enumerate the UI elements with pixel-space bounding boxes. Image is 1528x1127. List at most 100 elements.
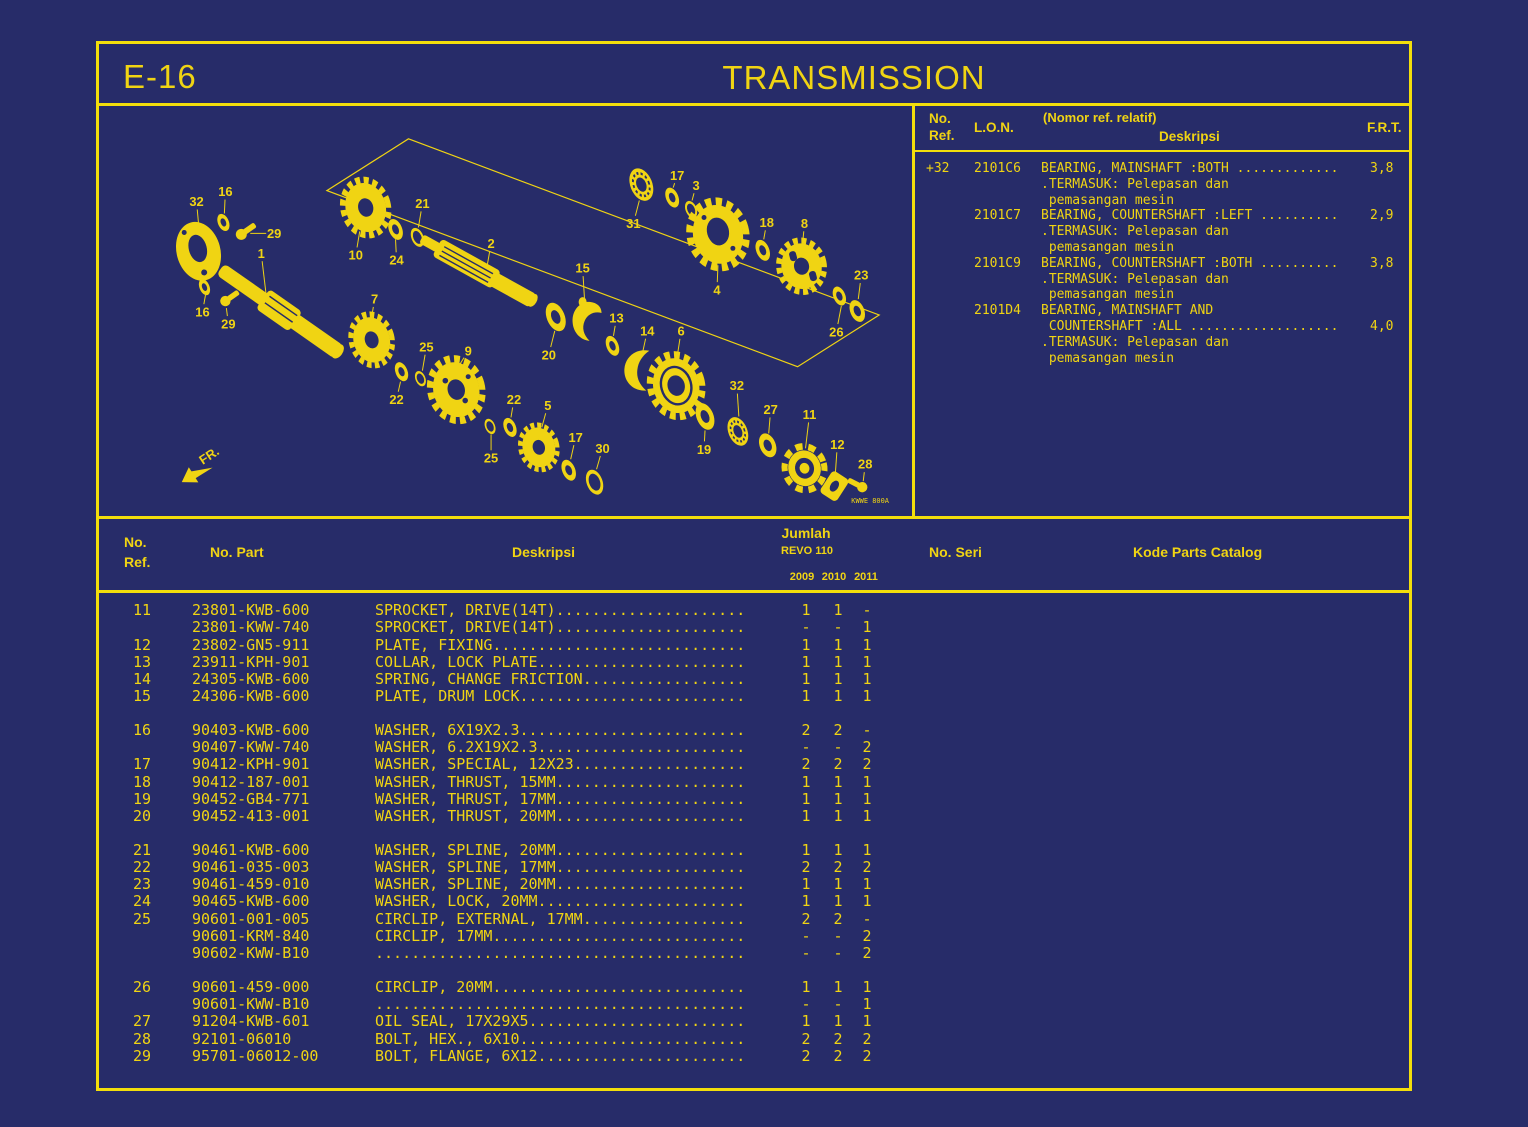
label-leader-line xyxy=(203,294,206,305)
washer-23 xyxy=(846,297,869,325)
bearing-32 xyxy=(722,412,754,450)
page-title: TRANSMISSION xyxy=(722,59,986,96)
lon-line: .TERMASUK: Pelepasan dan xyxy=(1041,176,1229,192)
gear-5 xyxy=(515,421,562,474)
fr-arrow xyxy=(181,467,213,483)
diagram-label: 11 xyxy=(803,407,817,422)
bolt-28 xyxy=(845,475,870,495)
lon-line: +32 2101C6 BEARING, MAINSHAFT :BOTH ......… xyxy=(926,161,1394,176)
diagram-label: 29 xyxy=(221,316,235,331)
washer-13 xyxy=(603,333,622,358)
washer-18 xyxy=(752,237,773,263)
label-leader-line xyxy=(596,455,601,470)
diagram-label: 27 xyxy=(764,402,778,417)
parts-header-part: No. Part xyxy=(210,544,264,560)
diagram-label: 8 xyxy=(801,216,808,231)
diagram-label: 32 xyxy=(730,378,744,393)
table-row: 13 23911-KPH-901 COLLAR, LOCK PLATE.......… xyxy=(133,652,872,671)
diagram-label: 17 xyxy=(670,168,684,183)
diagram-label: 32 xyxy=(189,194,203,209)
diagram-label: 13 xyxy=(609,310,623,325)
sprocket-11 xyxy=(780,442,830,495)
label-leader-line xyxy=(837,305,842,325)
parts-header-year-2009: 2009 xyxy=(789,571,815,583)
label-leader-line xyxy=(716,265,719,283)
diagram-label: 17 xyxy=(568,430,582,445)
diagram-label: 25 xyxy=(419,339,433,354)
label-leader-line xyxy=(225,307,228,317)
label-leader-line xyxy=(857,283,861,300)
table-row: 18 90412-187-001 WASHER, THRUST, 15MM.....… xyxy=(133,772,872,791)
gear-10 xyxy=(337,175,395,241)
diagram-label: 5 xyxy=(544,398,551,413)
table-row: 25 90601-001-005 CIRCLIP, EXTERNAL, 17MM..… xyxy=(133,909,872,928)
parts-header-year-2010: 2010 xyxy=(821,571,847,583)
washer-22 xyxy=(392,360,411,384)
diagram-label: 22 xyxy=(507,392,521,407)
table-row: 90602-KWW-B10...........................… xyxy=(192,944,872,963)
diagram-label: 12 xyxy=(830,437,844,452)
diagram-label: 29 xyxy=(267,226,281,241)
page-code: E-16 xyxy=(123,58,197,95)
bolt-29 xyxy=(218,287,242,309)
label-leader-line xyxy=(356,231,361,248)
oil-seal-27 xyxy=(755,430,780,460)
washer-20 xyxy=(541,299,570,335)
label-leader-line xyxy=(862,472,865,482)
table-row: 23801-KWW-740 SPROCKET, DRIVE(14T).......… xyxy=(192,618,872,637)
lon-line: pemasangan mesin xyxy=(1041,192,1175,208)
diagram-label: 25 xyxy=(484,451,498,466)
table-row: 26 90601-459-000 CIRCLIP, 20MM............… xyxy=(133,977,872,996)
label-leader-line xyxy=(834,452,838,474)
lon-line: 2101D4 BEARING, MAINSHAFT AND xyxy=(974,303,1214,319)
lon-line: 2101C7 BEARING, COUNTERSHAFT :LEFT ......… xyxy=(974,208,1394,224)
diagram-label: 31 xyxy=(626,216,640,231)
lon-header-divider xyxy=(915,150,1409,152)
bearing-31 xyxy=(623,163,660,206)
label-leader-line xyxy=(417,211,422,228)
table-row: 14 24305-KWB-600 SPRING, CHANGE FRICTION..… xyxy=(133,670,872,689)
table-row: 12 23802-GN5-911 PLATE, FIXING............… xyxy=(133,635,872,654)
diagram-label: 22 xyxy=(389,392,403,407)
title-divider xyxy=(99,103,1409,106)
washer-17 xyxy=(558,457,579,483)
diagram-label: 1 xyxy=(258,246,265,261)
label-leader-line xyxy=(261,261,267,296)
table-top-divider xyxy=(99,516,1409,519)
diagram-label: 18 xyxy=(760,215,774,230)
diagram-label: 7 xyxy=(371,292,378,307)
fixing-plate-12 xyxy=(820,471,849,501)
circlip-25 xyxy=(412,369,429,388)
table-row: 23 90461-459-010 WASHER, SPLINE, 20MM.....… xyxy=(133,875,872,894)
parts-header-seri: No. Seri xyxy=(929,544,982,560)
table-row: 28 92101-06010 BOLT, HEX., 6X10...........… xyxy=(133,1029,872,1048)
label-leader-line xyxy=(223,199,226,214)
label-leader-line xyxy=(634,200,640,216)
diagram-label: 10 xyxy=(349,248,363,263)
label-leader-line xyxy=(510,407,514,418)
diagram-label: 20 xyxy=(542,347,556,362)
lon-header-desc2: Deskripsi xyxy=(1159,129,1220,144)
lon-line: pemasangan mesin xyxy=(1041,239,1175,255)
label-leader-line xyxy=(691,193,695,201)
table-row: 16 90403-KWB-600 WASHER, 6X19X2.3.........… xyxy=(133,720,872,739)
diagram-label: 2 xyxy=(487,236,494,251)
washer-26 xyxy=(830,284,849,308)
diagram-label: 4 xyxy=(713,283,721,298)
label-leader-line xyxy=(805,422,810,449)
lon-line: pemasangan mesin xyxy=(1041,350,1175,366)
diagram-label: 14 xyxy=(640,323,655,338)
parts-table: 11 23801-KWB-600 SPROCKET, DRIVE(14T).....… xyxy=(99,601,1409,1080)
parts-header-desc: Deskripsi xyxy=(512,544,576,560)
washer-16 xyxy=(214,212,232,233)
lon-header-lon: L.O.N. xyxy=(974,120,1014,135)
lon-line: .TERMASUK: Pelepasan dan xyxy=(1041,224,1229,240)
table-row: 24 90465-KWB-600 WASHER, LOCK, 20MM.......… xyxy=(133,892,872,911)
diagram-code: KWWE 800A xyxy=(851,497,889,505)
diagram-label: 3 xyxy=(692,178,699,193)
diagram-label: 21 xyxy=(415,196,429,211)
catalog-frame: E-16 TRANSMISSION xyxy=(96,41,1412,1091)
diagram-label: 19 xyxy=(697,442,711,457)
bearing-plate-32 xyxy=(175,221,222,281)
parts-header-catalog: Kode Parts Catalog xyxy=(1133,544,1263,560)
